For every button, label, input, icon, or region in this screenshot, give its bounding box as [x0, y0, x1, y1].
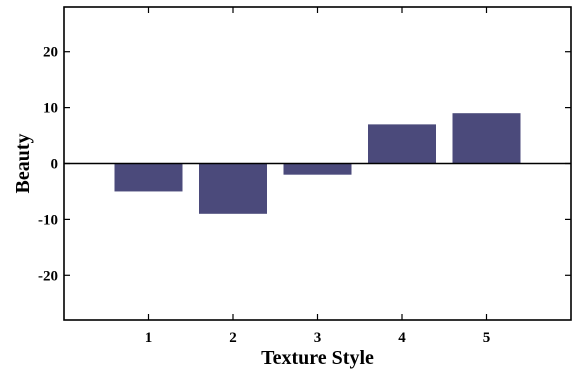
y-tick-label: -10	[38, 212, 58, 228]
x-axis-ticks: 1 2 3 4 5	[145, 7, 491, 346]
bar-1	[114, 163, 183, 192]
x-tick-label: 5	[483, 330, 491, 346]
x-tick-label: 3	[314, 330, 322, 346]
x-axis-title: Texture Style	[261, 347, 374, 369]
y-tick-label: 10	[43, 101, 58, 117]
y-axis-ticks: 20 10 0 -10 -20	[38, 45, 571, 284]
bar-2	[199, 163, 267, 214]
y-tick-label: -20	[38, 268, 58, 284]
y-axis-title: Beauty	[12, 134, 34, 194]
y-tick-label: 20	[43, 45, 58, 61]
x-tick-label: 1	[145, 330, 153, 346]
bar-4	[368, 124, 436, 164]
x-tick-label: 4	[398, 330, 406, 346]
bars-group	[114, 113, 521, 214]
bar-5	[452, 113, 521, 164]
y-tick-label: 0	[51, 157, 59, 173]
bar-3	[283, 163, 352, 175]
x-tick-label: 2	[229, 330, 237, 346]
